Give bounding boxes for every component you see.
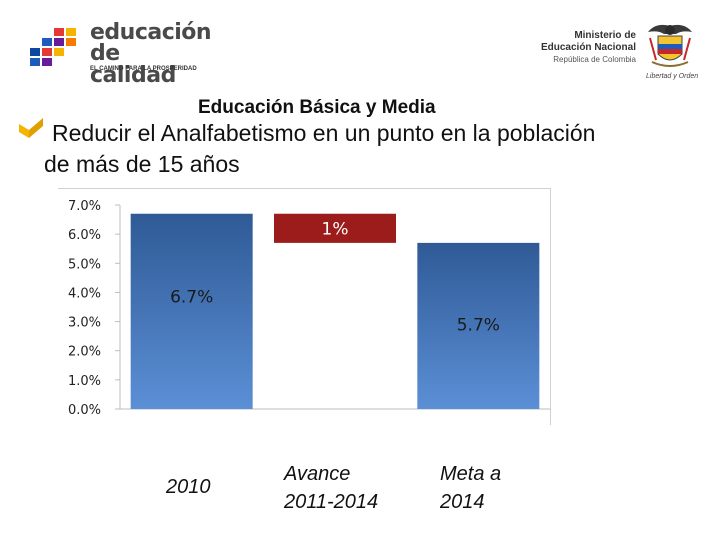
bar-data-label: 5.7% <box>457 315 500 335</box>
bar-data-label: 6.7% <box>170 288 213 308</box>
logo-cube <box>66 38 76 46</box>
waterfall-chart: 0.0% 1.0% 2.0% 3.0% 4.0% 5.0% 6.0% 7.0% 6.7% 1% 5.… <box>68 199 550 418</box>
logo-cube <box>42 48 52 56</box>
ministry-line-1: Ministerio de <box>574 30 636 41</box>
logo-cube <box>54 28 64 36</box>
y-tick-label: 4.0% <box>68 286 101 301</box>
logo-cube <box>66 28 76 36</box>
logo-cube <box>30 48 40 56</box>
x-category-avance: Avance 2011-2014 <box>284 463 379 513</box>
educacion-de-calidad-logo: educación de calidad EL CAMINO PARA LA P… <box>26 22 212 87</box>
logo-cubes-icon <box>30 28 76 66</box>
headline-line-2: de más de 15 años <box>44 151 240 177</box>
section-title: Educación Básica y Media <box>198 97 436 118</box>
chart-frame: 0.0% 1.0% 2.0% 3.0% 4.0% 5.0% 6.0% 7.0% 6.7% 1% 5.… <box>58 188 551 425</box>
y-tick-label: 6.0% <box>68 228 101 243</box>
y-tick-label: 3.0% <box>68 316 101 331</box>
bar-2010 <box>130 213 253 409</box>
x-category-meta: Meta a 2014 <box>440 463 502 513</box>
logo-line-2: de calidad <box>90 41 176 88</box>
logo-cube <box>30 58 40 66</box>
y-tick-label: 5.0% <box>68 257 101 272</box>
ministry-line-2: Educación Nacional <box>540 42 636 53</box>
y-tick-label: 7.0% <box>68 199 101 214</box>
x-category-2010: 2010 <box>166 476 211 498</box>
bar-data-label: 1% <box>322 219 349 239</box>
headline-line-1: Reducir el Analfabetismo en un punto en … <box>52 120 596 146</box>
colombia-coat-of-arms-icon <box>648 24 692 67</box>
crest-motto: Libertad y Orden <box>646 73 699 80</box>
logo-line-1: educación <box>90 20 212 45</box>
bar-meta-2014 <box>417 242 540 409</box>
bullet-icon <box>19 118 43 138</box>
bar-avance <box>274 213 396 243</box>
y-tick-label: 1.0% <box>68 374 101 389</box>
logo-cube <box>42 38 52 46</box>
ministry-line-3: República de Colombia <box>553 55 636 64</box>
y-tick-label: 0.0% <box>68 403 101 418</box>
logo-cube <box>42 58 52 66</box>
slide-headline: Reducir el Analfabetismo en un punto en … <box>44 118 720 180</box>
logo-cube <box>54 48 64 56</box>
ministry-name: Ministerio de Educación Nacional Repúbli… <box>541 30 636 65</box>
logo-tagline: EL CAMINO PARA LA PROSPERIDAD <box>90 66 197 72</box>
y-tick-label: 2.0% <box>68 345 101 360</box>
logo-cube <box>54 38 64 46</box>
